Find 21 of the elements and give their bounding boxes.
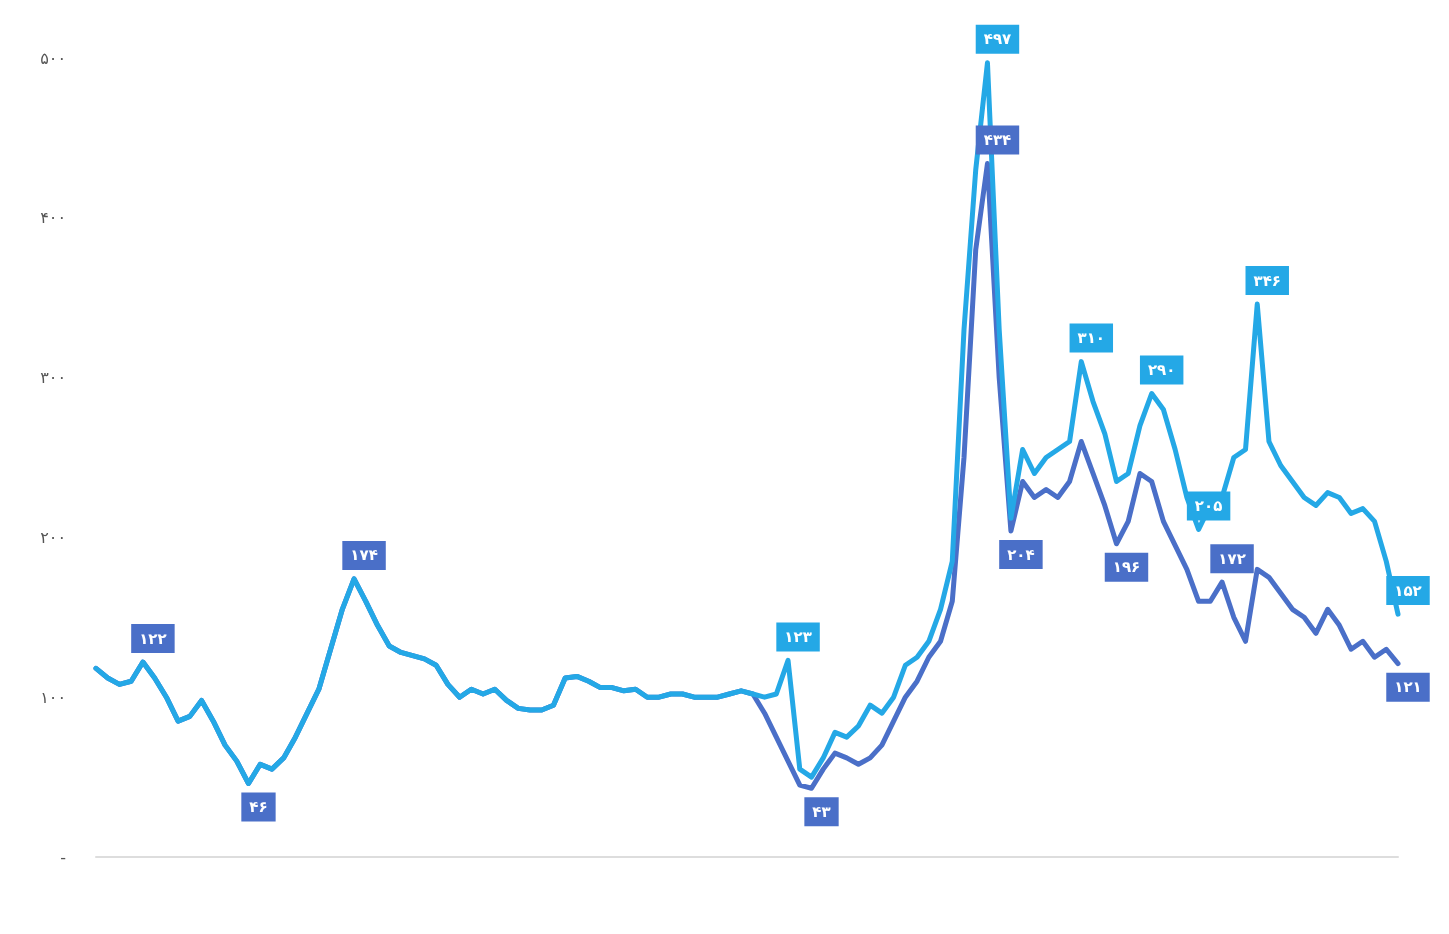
data-label: ۴۹۷ <box>983 30 1012 49</box>
data-label: ۲۹۰ <box>1147 361 1176 380</box>
y-tick-label: ۱۰۰ <box>40 687 66 707</box>
data-label: ۱۵۲ <box>1394 581 1422 600</box>
data-label: ۱۷۲ <box>1218 549 1246 568</box>
data-label: ۴۶ <box>249 797 268 816</box>
data-label: ۳۴۶ <box>1253 271 1281 290</box>
y-tick-label: ۳۰۰ <box>40 368 66 388</box>
y-tick-label: ۴۰۰ <box>40 208 66 228</box>
data-label: ۴۳۴ <box>983 130 1012 149</box>
y-tick-label: ۲۰۰ <box>40 527 66 547</box>
data-label: ۱۲۳ <box>784 627 812 646</box>
y-tick-label: - <box>60 847 66 867</box>
data-label: ۱۲۱ <box>1394 678 1422 697</box>
y-tick-label: ۵۰۰ <box>40 48 66 68</box>
data-label: ۲۰۴ <box>1007 545 1035 564</box>
data-label: ۱۷۴ <box>350 546 378 565</box>
data-label: ۱۹۶ <box>1112 558 1141 577</box>
data-label: ۳۱۰ <box>1077 329 1106 348</box>
data-label: ۱۲۲ <box>139 629 167 648</box>
data-label: ۴۳ <box>812 802 831 821</box>
